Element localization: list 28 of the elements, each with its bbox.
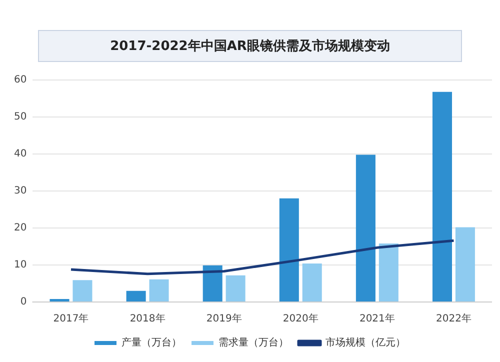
x-tick-label: 2017年 (53, 312, 89, 325)
y-tick-label: 0 (20, 296, 27, 308)
bar (202, 265, 222, 302)
x-tick-label: 2021年 (359, 312, 395, 325)
x-tick-label: 2020年 (282, 312, 318, 325)
bar (149, 279, 169, 302)
bar (356, 154, 376, 302)
bar (455, 227, 475, 302)
y-tick-label: 40 (14, 148, 27, 160)
chart-title: 2017-2022年中国AR眼镜供需及市场规模变动 (38, 30, 462, 62)
bar (302, 264, 322, 302)
legend-label: 市场规模（亿元） (326, 336, 406, 349)
y-tick-label: 50 (14, 112, 27, 123)
y-tick-label: 20 (14, 222, 27, 234)
bar (378, 244, 398, 302)
x-tick-label: 2022年 (436, 312, 472, 325)
x-tick-label: 2018年 (130, 312, 166, 325)
x-tick-label: 2019年 (206, 312, 242, 325)
bar (279, 198, 299, 302)
y-tick-label: 60 (14, 74, 27, 86)
bar (72, 280, 92, 302)
bar (432, 92, 452, 302)
y-tick-label: 30 (14, 186, 27, 197)
bar (226, 275, 246, 302)
bar (126, 290, 146, 302)
legend-label: 需求量（万台） (218, 336, 288, 349)
y-tick-label: 10 (14, 260, 27, 271)
legend-label: 产量（万台） (122, 336, 182, 349)
